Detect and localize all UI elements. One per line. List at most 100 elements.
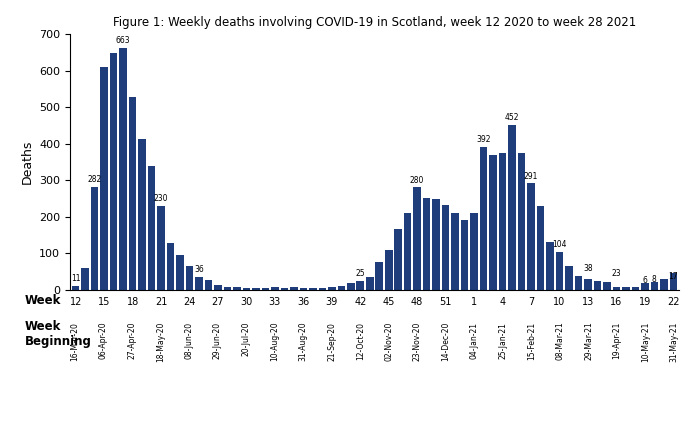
Bar [641,283,649,290]
Bar [262,288,270,290]
Bar [470,213,478,290]
Bar [186,266,193,290]
Bar [612,288,620,290]
Bar [129,97,137,290]
Bar [518,153,525,290]
Bar [328,287,335,290]
Text: 230: 230 [154,194,168,203]
Text: 280: 280 [410,176,424,184]
Bar [204,280,212,290]
Bar [214,285,222,290]
Bar [423,199,430,290]
Bar [499,153,506,290]
Bar [433,199,440,290]
Text: 20-Jul-20: 20-Jul-20 [241,322,251,356]
Bar [442,204,449,290]
Text: 25: 25 [356,269,365,278]
Bar [195,276,203,290]
Bar [385,250,393,290]
Bar [546,242,554,290]
Bar [480,147,487,290]
Text: Week
Beginning: Week Beginning [25,320,92,348]
Bar [594,281,601,290]
Bar [119,48,127,290]
Text: 282: 282 [88,175,102,184]
Text: 17: 17 [668,271,678,281]
Bar [508,125,516,290]
Bar [158,206,165,290]
Text: 104: 104 [552,240,567,249]
Bar [290,287,298,290]
Text: 14-Dec-20: 14-Dec-20 [442,322,450,361]
Y-axis label: Deaths: Deaths [20,140,34,184]
Text: 31-May-21: 31-May-21 [670,322,679,362]
Text: 02-Nov-20: 02-Nov-20 [384,322,393,361]
Bar [584,279,592,290]
Text: 10-Aug-20: 10-Aug-20 [270,322,279,361]
Text: 663: 663 [116,36,130,45]
Bar [404,213,412,290]
Text: 29-Jun-20: 29-Jun-20 [213,322,222,359]
Bar [252,288,260,290]
Text: 12-Oct-20: 12-Oct-20 [356,322,365,360]
Bar [452,213,459,290]
Bar [650,282,658,290]
Bar [556,252,564,290]
Bar [318,288,326,290]
Bar [271,288,279,290]
Bar [243,288,250,290]
Bar [81,268,89,290]
Bar [489,155,497,290]
Bar [347,283,355,290]
Bar [100,67,108,290]
Text: 36: 36 [194,265,204,273]
Bar [110,53,118,290]
Bar [669,273,677,290]
Bar [660,279,668,290]
Bar [356,281,364,290]
Text: 8: 8 [652,275,657,284]
Bar [233,288,241,290]
Text: 25-Jan-21: 25-Jan-21 [498,322,508,359]
Bar [631,288,639,290]
Bar [224,287,231,290]
Text: 04-Jan-21: 04-Jan-21 [470,322,479,359]
Bar [603,282,610,290]
Bar [309,288,316,290]
Bar [414,187,421,290]
Text: 27-Apr-20: 27-Apr-20 [127,322,136,359]
Text: 19-Apr-21: 19-Apr-21 [612,322,622,359]
Bar [575,276,582,290]
Text: 08-Mar-21: 08-Mar-21 [556,322,565,360]
Bar [337,286,345,290]
Text: Week: Week [25,294,61,307]
Text: 291: 291 [524,172,538,181]
Text: 16-Mar-20: 16-Mar-20 [70,322,79,360]
Text: 38: 38 [583,264,593,273]
Text: 23: 23 [612,269,621,278]
Text: 21-Sep-20: 21-Sep-20 [327,322,336,360]
Text: 392: 392 [476,135,491,144]
Text: 452: 452 [505,113,519,122]
Bar [461,219,468,290]
Text: 10-May-21: 10-May-21 [641,322,650,362]
Bar [91,187,99,290]
Text: 31-Aug-20: 31-Aug-20 [299,322,307,361]
Bar [622,287,630,290]
Text: 08-Jun-20: 08-Jun-20 [184,322,193,359]
Text: 11: 11 [71,274,80,283]
Text: 29-Mar-21: 29-Mar-21 [584,322,593,360]
Bar [139,139,146,290]
Bar [565,266,573,290]
Text: 15-Feb-21: 15-Feb-21 [527,322,536,360]
Bar [281,288,288,290]
Bar [375,262,383,290]
Text: 23-Nov-20: 23-Nov-20 [413,322,422,361]
Bar [537,206,545,290]
Bar [72,286,80,290]
Bar [176,255,184,290]
Bar [300,288,307,290]
Bar [148,166,155,290]
Title: Figure 1: Weekly deaths involving COVID-19 in Scotland, week 12 2020 to week 28 : Figure 1: Weekly deaths involving COVID-… [113,16,636,29]
Text: 6: 6 [643,276,648,285]
